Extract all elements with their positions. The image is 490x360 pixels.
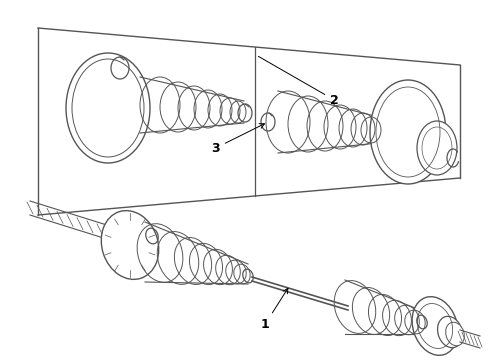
Ellipse shape: [417, 121, 457, 175]
Ellipse shape: [101, 211, 159, 279]
Ellipse shape: [66, 53, 150, 163]
Ellipse shape: [446, 322, 465, 346]
Ellipse shape: [438, 316, 463, 348]
Ellipse shape: [370, 80, 446, 184]
Text: 1: 1: [261, 288, 288, 331]
Text: 2: 2: [258, 57, 339, 107]
Text: 3: 3: [211, 124, 265, 154]
Ellipse shape: [412, 297, 458, 355]
